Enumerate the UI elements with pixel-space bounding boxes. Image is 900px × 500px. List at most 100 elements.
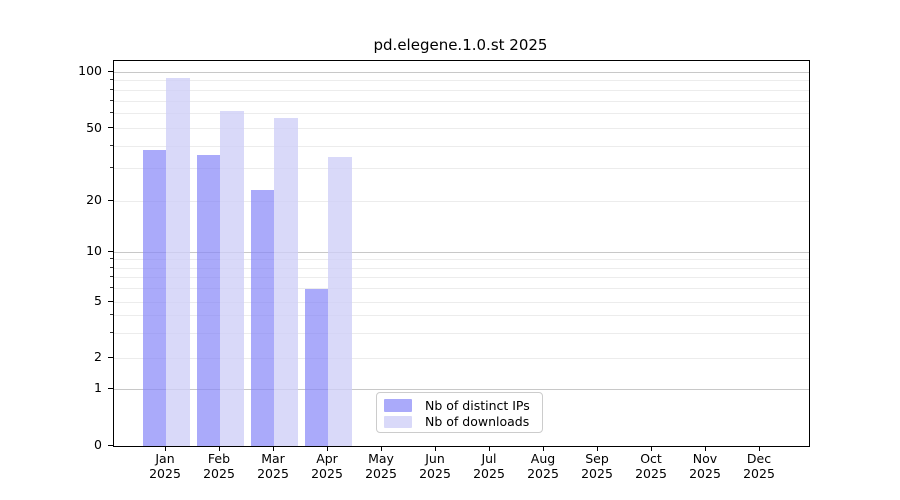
x-tick-month: Feb (207, 451, 231, 466)
legend-swatch-distinct-ips (384, 399, 412, 412)
legend: Nb of distinct IPs Nb of downloads (376, 392, 543, 433)
y-gridline-minor (114, 168, 809, 170)
y-gridline-minor (114, 80, 809, 82)
x-tick-mark (326, 446, 328, 451)
x-tick-mark (380, 446, 382, 451)
y-minor-tick-mark (110, 331, 113, 333)
x-tick-label-nov: Nov 2025 (678, 451, 732, 481)
y-tick-mark (108, 387, 113, 389)
y-minor-tick-mark (110, 79, 113, 81)
y-gridline-major (114, 251, 809, 253)
y-gridline-minor (114, 267, 809, 269)
bar-downloads-feb (220, 111, 244, 446)
y-minor-tick-mark (110, 314, 113, 316)
chart-title: pd.elegene.1.0.st 2025 (373, 36, 548, 54)
bar-downloads-mar (274, 117, 298, 446)
x-tick-mark (650, 446, 652, 451)
x-tick-month: Mar (261, 451, 285, 466)
y-gridline-minor (114, 332, 809, 334)
bar-distinct-ips-mar (250, 189, 274, 446)
x-tick-mark (488, 446, 490, 451)
y-minor-tick-mark (110, 88, 113, 90)
y-tick-label: 10 (86, 243, 102, 258)
x-tick-year: 2025 (311, 465, 343, 481)
x-tick-label-apr: Apr 2025 (300, 451, 354, 481)
y-gridline-minor (114, 128, 809, 129)
bar-downloads-apr (328, 156, 352, 446)
x-tick-year: 2025 (257, 465, 289, 481)
y-tick-mark (108, 199, 113, 201)
y-tick-mark (108, 127, 113, 128)
x-tick-month: Oct (640, 451, 662, 466)
y-gridline-minor (114, 145, 809, 147)
bar-distinct-ips-feb (196, 154, 220, 446)
y-minor-tick-mark (110, 144, 113, 146)
y-minor-tick-mark (110, 112, 113, 114)
x-tick-mark (758, 446, 760, 451)
x-tick-mark (218, 446, 220, 451)
y-gridline-minor (114, 100, 809, 102)
y-gridline-minor (114, 200, 809, 202)
y-gridline-minor (114, 288, 809, 290)
x-tick-mark (434, 446, 436, 451)
x-tick-month: Apr (316, 451, 338, 466)
bar-distinct-ips-apr (304, 288, 328, 446)
y-minor-tick-mark (110, 266, 113, 268)
x-tick-label-oct: Oct 2025 (624, 451, 678, 481)
x-tick-year: 2025 (635, 465, 667, 481)
y-minor-tick-mark (110, 276, 113, 278)
y-tick-label: 0 (94, 437, 102, 452)
y-gridline-minor (114, 301, 809, 303)
x-tick-label-mar: Mar 2025 (246, 451, 300, 481)
y-gridline-minor (114, 113, 809, 115)
x-tick-month: Dec (746, 451, 772, 466)
y-tick-mark (108, 70, 113, 72)
x-tick-year: 2025 (203, 465, 235, 481)
x-tick-label-dec: Dec 2025 (732, 451, 786, 481)
y-tick-label: 2 (94, 349, 102, 365)
x-tick-year: 2025 (743, 465, 775, 481)
y-gridline-major (114, 71, 809, 73)
x-tick-year: 2025 (473, 465, 505, 481)
x-tick-mark (542, 446, 544, 451)
x-tick-mark (164, 446, 166, 451)
y-tick-label: 100 (78, 63, 102, 79)
y-minor-tick-mark (110, 258, 113, 260)
x-tick-month: Sep (585, 451, 609, 466)
x-tick-month: Nov (692, 451, 718, 466)
x-tick-month: May (368, 451, 394, 466)
y-minor-tick-mark (110, 287, 113, 289)
x-tick-year: 2025 (419, 465, 451, 481)
y-gridline-minor (114, 315, 809, 317)
x-tick-mark (704, 446, 706, 451)
y-minor-tick-mark (110, 99, 113, 101)
x-tick-label-jul: Jul 2025 (462, 451, 516, 481)
legend-item-distinct-ips: Nb of distinct IPs (384, 397, 542, 414)
y-gridline-minor (114, 259, 809, 261)
x-tick-year: 2025 (581, 465, 613, 481)
y-tick-label: 20 (86, 192, 102, 207)
x-tick-year: 2025 (527, 465, 559, 481)
y-tick-mark (108, 300, 113, 302)
x-tick-year: 2025 (365, 465, 397, 481)
x-tick-label-jun: Jun 2025 (408, 451, 462, 481)
legend-label: Nb of distinct IPs (425, 397, 530, 413)
x-tick-mark (596, 446, 598, 451)
x-tick-label-may: May 2025 (354, 451, 408, 481)
plot-area (113, 60, 810, 447)
x-tick-mark (272, 446, 274, 451)
x-tick-label-sep: Sep 2025 (570, 451, 624, 481)
x-tick-year: 2025 (689, 465, 721, 481)
y-gridline-minor (114, 357, 809, 359)
x-tick-month: Jul (481, 451, 497, 466)
y-minor-tick-mark (110, 167, 113, 169)
x-tick-label-feb: Feb 2025 (192, 451, 246, 481)
y-tick-mark (108, 444, 113, 446)
y-tick-mark (108, 356, 113, 358)
x-tick-year: 2025 (149, 465, 181, 481)
x-tick-month: Jan (155, 451, 175, 466)
y-gridline-minor (114, 89, 809, 91)
y-gridline-major (114, 388, 809, 390)
x-tick-month: Jun (425, 451, 445, 466)
